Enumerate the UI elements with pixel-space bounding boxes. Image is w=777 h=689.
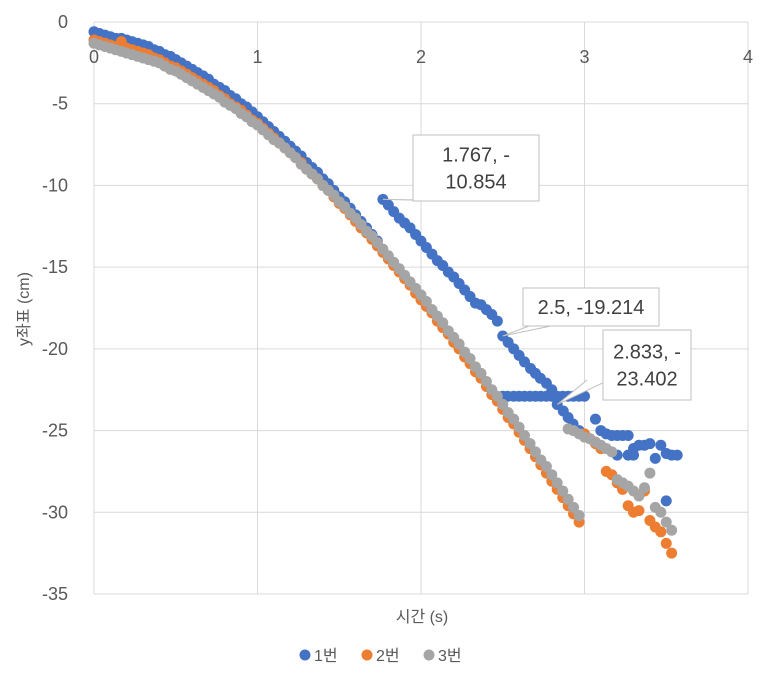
legend-item: 2번 — [361, 647, 400, 665]
callout-label: 2.833, - — [613, 342, 681, 364]
x-tick-label: 3 — [579, 47, 589, 67]
callout-leader — [556, 379, 610, 405]
data-point — [633, 505, 645, 517]
callout-label: 10.854 — [445, 172, 506, 194]
data-point — [529, 446, 541, 458]
data-point — [649, 452, 661, 464]
y-tick-label: -15 — [42, 257, 68, 277]
callout-label: 23.402 — [616, 369, 677, 391]
callout-label: 2.5, -19.214 — [538, 297, 645, 319]
data-point — [551, 477, 563, 489]
data-point — [671, 449, 683, 461]
data-point — [639, 482, 651, 494]
data-point — [540, 461, 552, 473]
data-point — [628, 449, 640, 461]
data-callout: 2.833, - 23.402 — [556, 329, 692, 405]
y-tick-label: -35 — [42, 584, 68, 604]
x-tick-label: 1 — [252, 47, 262, 67]
data-point — [420, 295, 432, 307]
callout-box — [602, 329, 692, 401]
data-point — [573, 510, 585, 522]
data-point — [508, 413, 520, 425]
legend-label: 2번 — [376, 647, 400, 665]
data-point — [655, 526, 667, 538]
data-series — [88, 26, 683, 559]
data-point — [557, 485, 569, 497]
data-point — [524, 438, 536, 450]
data-point — [513, 421, 525, 433]
legend-label: 3번 — [438, 647, 462, 665]
x-tick-label: 0 — [89, 47, 99, 67]
x-tick-label: 4 — [743, 47, 753, 67]
data-point — [579, 390, 590, 402]
data-point — [655, 506, 667, 518]
y-tick-label: 0 — [58, 12, 68, 32]
data-point — [491, 390, 503, 402]
callout-label: 1.767, - — [442, 145, 510, 167]
data-point — [453, 338, 465, 350]
series-1 — [88, 26, 683, 507]
data-point — [437, 317, 449, 329]
data-callout: 2.5, -19.214 — [502, 287, 660, 337]
data-point — [660, 537, 672, 549]
legend-marker — [299, 649, 311, 661]
data-point — [491, 315, 503, 327]
data-point — [518, 429, 530, 441]
legend-label: 1번 — [314, 647, 338, 665]
data-point — [644, 467, 656, 479]
legend: 1번 2번 3번 — [299, 647, 462, 665]
legend-marker — [423, 649, 435, 661]
data-callout: 1.767, - 10.854 — [382, 134, 540, 202]
y-axis-label: y좌표 (cm) — [15, 272, 33, 346]
callout-box — [522, 287, 660, 327]
data-point — [480, 376, 492, 388]
series-3 — [88, 37, 678, 536]
data-point — [622, 429, 634, 441]
x-tick-label: 2 — [416, 47, 426, 67]
y-tick-label: -25 — [42, 421, 68, 441]
x-axis-label: 시간 (s) — [396, 608, 449, 626]
data-point — [497, 398, 509, 410]
data-point — [464, 353, 476, 365]
data-point — [666, 524, 678, 536]
y-tick-label: -5 — [52, 94, 68, 114]
axes: 0 -5 -10 -15 -20 -25 -30 -35 0 1 2 3 4 — [42, 12, 753, 604]
callout-leader — [502, 325, 552, 337]
y-tick-label: -30 — [42, 502, 68, 522]
data-callouts: 1.767, - 10.854 2.5, -19.214 2.833, - 23.402 — [382, 134, 692, 405]
y-tick-label: -10 — [42, 175, 68, 195]
data-point — [568, 501, 580, 513]
data-point — [644, 438, 656, 450]
data-point — [666, 547, 678, 559]
data-point — [475, 367, 487, 379]
legend-item: 1번 — [299, 647, 338, 665]
data-point — [633, 490, 645, 502]
legend-marker — [361, 649, 373, 661]
data-point — [589, 413, 601, 425]
legend-item: 3번 — [423, 647, 462, 665]
data-point — [546, 469, 558, 481]
callout-box — [412, 134, 540, 202]
y-tick-label: -20 — [42, 339, 68, 359]
data-point — [655, 439, 667, 451]
data-point — [660, 495, 672, 507]
data-point — [562, 493, 574, 505]
data-point — [606, 446, 618, 458]
data-point — [660, 516, 672, 528]
